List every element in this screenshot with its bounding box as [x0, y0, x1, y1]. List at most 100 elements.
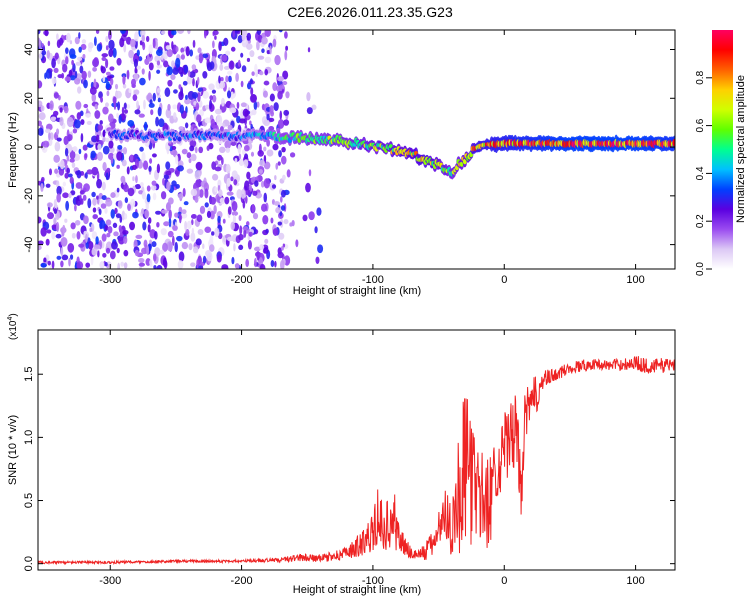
spectrogram-noise-cell	[150, 109, 154, 116]
spectrogram-noise-cell	[237, 34, 243, 44]
spectrogram-noise-cell	[77, 86, 82, 94]
spectrogram-noise-cell	[280, 189, 286, 198]
spectrogram-noise-cell	[141, 208, 145, 215]
spectrogram-noise-cell	[113, 231, 119, 237]
spectrogram-noise-cell	[253, 257, 257, 268]
spectrogram-noise-cell	[105, 81, 110, 90]
spectrogram-noise-cell	[204, 188, 209, 199]
spectrogram-noise-cell	[189, 139, 197, 148]
spectrogram-noise-cell	[263, 161, 271, 170]
spectrogram-y-tick-label: 40	[23, 43, 35, 55]
spectrogram-noise-cell	[62, 192, 69, 199]
spectrogram-noise-cell	[83, 103, 89, 109]
spectrogram-noise-cell	[102, 161, 107, 171]
spectrogram-y-axis-label: Frequency (Hz)	[7, 112, 19, 188]
spectrogram-noise-cell	[165, 170, 172, 176]
spectrogram-noise-cell	[76, 169, 82, 179]
spectrogram-noise-cell	[119, 37, 125, 48]
spectrogram-noise-cell	[231, 201, 238, 212]
spectrogram-noise-cell	[41, 176, 45, 183]
spectrogram-noise-cell	[123, 102, 127, 110]
spectrogram-noise-cell	[185, 122, 189, 129]
spectrogram-noise-cell	[275, 162, 279, 170]
snr-y-tick-label: 1.0	[23, 430, 35, 445]
spectrogram-noise-cell	[216, 154, 223, 161]
spectrogram-noise-cell	[263, 90, 268, 98]
spectrogram-noise-cell	[264, 56, 272, 64]
spectrogram-noise-cell	[204, 202, 209, 208]
spectrogram-noise-cell	[228, 75, 232, 83]
spectrogram-noise-cell	[116, 57, 122, 66]
spectrogram-noise-cell	[195, 55, 200, 60]
spectrogram-noise-cell	[256, 30, 262, 36]
spectrogram-noise-cell	[80, 132, 84, 143]
spectrogram-noise-cell	[65, 56, 69, 65]
spectrogram-noise-cell	[172, 104, 178, 110]
snr-x-tick-label: -300	[99, 575, 121, 587]
spectrogram-noise-cell	[143, 121, 148, 131]
spectrogram-noise-cell	[50, 116, 57, 122]
spectrogram-noise-cell	[100, 66, 106, 74]
spectrogram-noise-cell	[108, 30, 112, 41]
spectrogram-noise-cell	[69, 54, 77, 59]
spectrogram-noise-cell	[140, 30, 146, 38]
spectrogram-noise-cell	[108, 113, 114, 123]
spectrogram-noise-cell	[117, 200, 123, 209]
spectrogram-noise-cell	[209, 61, 215, 70]
spectrogram-noise-cell	[317, 244, 324, 254]
spectrogram-noise-cell	[174, 154, 179, 165]
spectrogram-noise-cell	[263, 192, 268, 203]
spectrogram-noise-cell	[202, 243, 205, 250]
spectrogram-noise-cell	[194, 170, 201, 180]
spectrogram-noise-cell	[219, 197, 226, 205]
colorbar-gradient	[712, 30, 733, 269]
spectrogram-noise-cell	[283, 119, 290, 126]
spectrogram-noise-cell	[172, 225, 178, 231]
spectrogram-noise-cell	[158, 118, 165, 128]
spectrogram-noise-cell	[246, 171, 251, 180]
spectrogram-noise-cell	[69, 150, 76, 160]
spectrogram-noise-cell	[79, 190, 85, 195]
spectrogram-noise-cell	[135, 234, 143, 239]
spectrogram-noise-cell	[275, 85, 283, 92]
spectrogram-noise-cell	[101, 233, 107, 242]
spectrogram-noise-cell	[68, 257, 71, 267]
spectrogram-noise-cell	[68, 192, 72, 199]
spectrogram-noise-cell	[239, 225, 243, 235]
spectrogram-noise-cell	[166, 181, 171, 191]
spectrogram-noise-cell	[185, 228, 190, 237]
spectrogram-noise-cell	[110, 208, 115, 219]
spectrogram-noise-cell	[146, 193, 151, 203]
spectrogram-noise-cell	[148, 62, 154, 71]
spectrogram-noise-cell	[107, 226, 113, 234]
spectrogram-noise-cell	[80, 119, 85, 125]
spectrogram-noise-cell	[122, 83, 127, 89]
spectrogram-y-tick-label: 20	[23, 92, 35, 104]
spectrogram-noise-cell	[88, 42, 94, 49]
spectrogram-noise-cell	[132, 211, 139, 219]
spectrogram-noise-cell	[160, 53, 164, 61]
spectrogram-noise-cell	[38, 216, 42, 224]
spectrogram-noise-cell	[170, 74, 176, 80]
spectrogram-noise-cell	[203, 30, 207, 39]
spectrogram-noise-cell	[146, 185, 151, 192]
spectrogram-noise-cell	[143, 239, 148, 248]
spectrogram-noise-cell	[249, 120, 252, 126]
spectrogram-noise-cell	[223, 37, 229, 46]
spectrogram-noise-cell	[311, 104, 317, 111]
spectrogram-noise-cell	[77, 56, 83, 61]
spectrogram-noise-cell	[165, 161, 171, 170]
spectrogram-noise-cell	[283, 219, 289, 225]
spectrogram-noise-cell	[115, 213, 122, 218]
spectrogram-noise-cell	[307, 47, 311, 53]
spectrogram-noise-cell	[82, 144, 88, 151]
spectrogram-noise-cell	[216, 254, 222, 263]
spectrogram-noise-cell	[55, 128, 60, 136]
spectrogram-noise-cell	[148, 44, 153, 55]
spectrogram-noise-cell	[202, 53, 209, 59]
spectrogram-noise-cell	[121, 210, 126, 221]
spectrogram-noise-cell	[196, 258, 199, 269]
spectrogram-noise-cell	[64, 172, 69, 179]
snr-scale-exponent: 4	[7, 317, 14, 321]
